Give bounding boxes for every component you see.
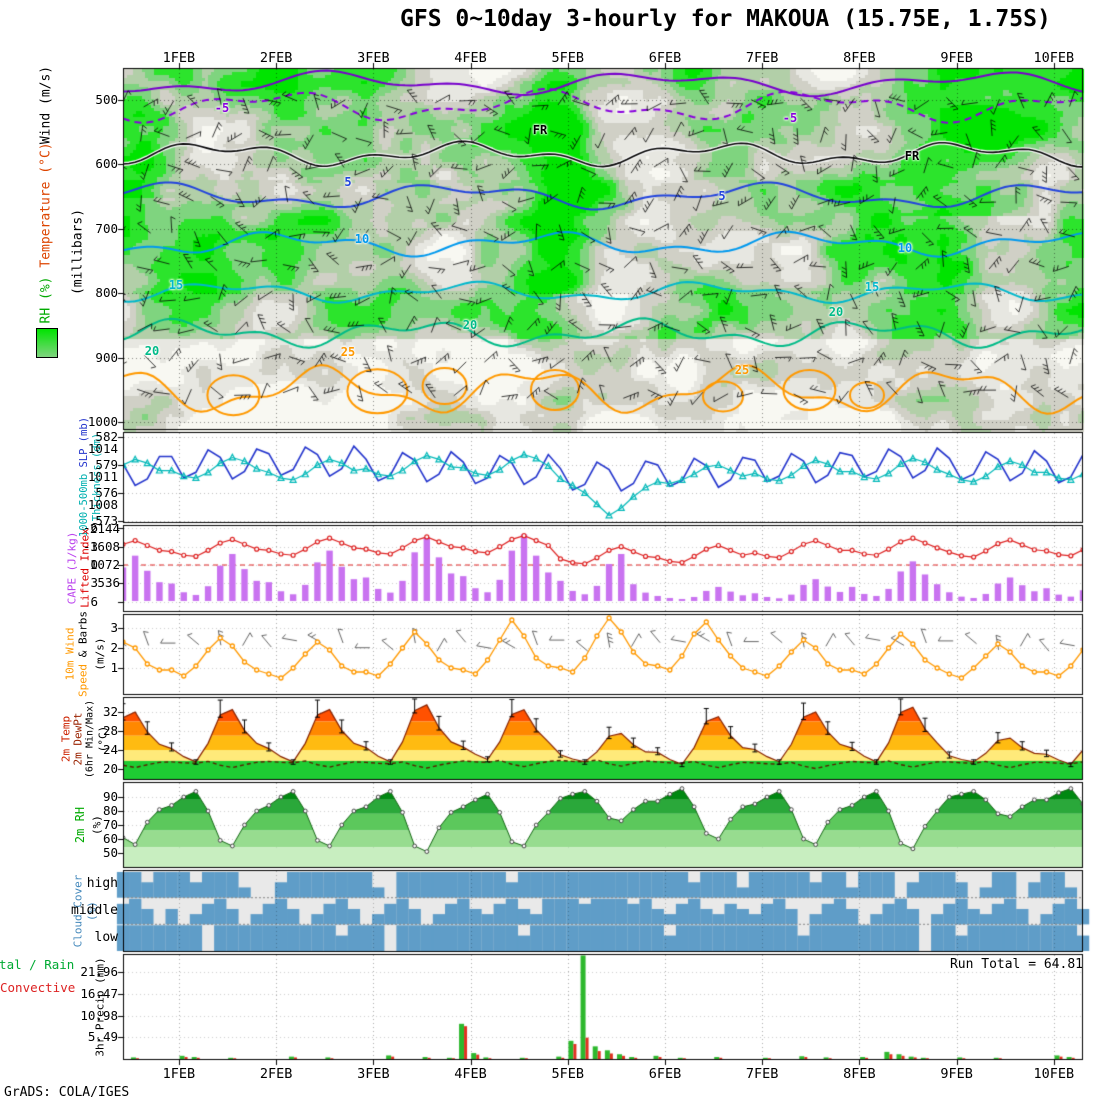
date-label-bottom: 1FEB <box>162 1066 196 1082</box>
contour-label: -5 <box>214 101 230 115</box>
pressure-tick-label: 900 <box>95 349 118 365</box>
precip-convective-label: Convective <box>0 980 76 995</box>
rh-tick-label: 60 <box>102 831 118 846</box>
date-label-top: 5FEB <box>551 50 584 66</box>
cape-tick-label: 1608 <box>89 539 120 554</box>
rh-axis-label: RH (%) <box>38 276 54 324</box>
rh-tick-label: 90 <box>102 789 118 804</box>
contour-label: FR <box>904 149 920 163</box>
lifted-index-tick-label: 0 <box>90 557 98 572</box>
contour-label: 25 <box>340 345 356 359</box>
date-label-top: 2FEB <box>259 50 293 66</box>
wind-speed-tick-label: 3 <box>110 620 118 635</box>
wind10m-barbs-label: & Barbs <box>76 610 90 664</box>
lifted-index-tick-label: 3 <box>90 575 98 591</box>
slp-tick-label: 1011 <box>87 468 118 484</box>
contour-label: 5 <box>344 175 352 189</box>
contour-label: 20 <box>828 305 844 319</box>
cloud-row-label-middle: middle <box>71 903 118 919</box>
rh-tick-label: 80 <box>102 803 118 818</box>
contour-label: 15 <box>168 278 184 292</box>
precip-tick-label: 10.98 <box>80 1007 118 1023</box>
wind-speed-tick-label: 1 <box>110 660 118 675</box>
rh-tick-label: 50 <box>102 845 118 860</box>
wind-axis-label: Wind (m/s) <box>38 65 54 145</box>
date-label-bottom: 4FEB <box>454 1066 487 1082</box>
page-title: GFS 0~10day 3-hourly for MAKOUA (15.75E,… <box>400 6 1051 32</box>
wind-speed-tick-label: 2 <box>110 640 118 655</box>
temperature-tick-label: 28 <box>102 723 118 738</box>
date-label-bottom: 2FEB <box>259 1066 293 1082</box>
contour-label: 20 <box>462 318 478 332</box>
grads-credit: GrADS: COLA/IGES <box>4 1085 130 1100</box>
rh-legend-colorbar <box>36 328 58 358</box>
lifted-index-tick-label: 6 <box>90 593 98 609</box>
contour-label: 25 <box>734 363 750 377</box>
thickness-tick-label: 579 <box>95 456 118 472</box>
run-total-annotation: Run Total = 64.81 <box>949 957 1083 972</box>
pressure-tick-label: 700 <box>95 220 118 236</box>
rh-tick-label: 70 <box>102 817 118 832</box>
date-label-top: 4FEB <box>454 50 487 66</box>
temperature-tick-label: 32 <box>102 704 118 719</box>
precip-total-rain-label: Total / Rain <box>0 957 75 972</box>
date-label-bottom: 9FEB <box>940 1066 973 1082</box>
slp-tick-label: 1014 <box>87 441 118 456</box>
cape-tick-label: 2144 <box>89 521 120 536</box>
contour-label: -5 <box>782 111 798 125</box>
date-label-top: 10FEB <box>1033 50 1075 66</box>
slp-tick-label: 1008 <box>87 496 118 512</box>
date-label-bottom: 7FEB <box>745 1066 779 1082</box>
pressure-tick-label: 1000 <box>87 414 118 430</box>
cloud-row-label-low: low <box>94 929 118 945</box>
date-label-bottom: 3FEB <box>357 1066 390 1082</box>
temperature-tick-label: 20 <box>102 761 118 776</box>
date-label-top: 8FEB <box>843 50 876 66</box>
lifted-index-tick-label: -6 <box>82 520 98 536</box>
date-label-top: 9FEB <box>940 50 973 66</box>
date-label-bottom: 5FEB <box>551 1066 584 1082</box>
pressure-tick-label: 600 <box>95 156 118 172</box>
lifted-index-tick-label: -3 <box>82 538 98 554</box>
date-label-top: 3FEB <box>357 50 390 66</box>
contour-label: 15 <box>864 280 880 294</box>
contour-label: 10 <box>897 241 913 255</box>
thickness-tick-label: 582 <box>95 429 118 444</box>
pressure-tick-label: 800 <box>95 285 118 301</box>
contour-label: FR <box>532 123 548 137</box>
cape-tick-label: 536 <box>97 575 120 590</box>
date-label-bottom: 8FEB <box>843 1066 876 1082</box>
thickness-tick-label: 576 <box>95 484 118 500</box>
temperature-axis-label: Temperature (°C) <box>38 142 54 268</box>
pressure-tick-label: 500 <box>95 92 118 107</box>
date-label-top: 6FEB <box>648 50 682 66</box>
dewpt2m-axis-label: 2m DewPt <box>71 712 85 766</box>
date-label-top: 7FEB <box>745 50 779 66</box>
contour-label: 10 <box>354 232 370 246</box>
contour-label: 20 <box>144 344 160 358</box>
cloud-row-label-high: high <box>86 876 118 892</box>
precip-tick-label: 5.49 <box>87 1029 118 1045</box>
date-label-top: 1FEB <box>162 50 196 66</box>
precip-tick-label: 16.47 <box>80 985 118 1001</box>
temperature-tick-label: 24 <box>102 742 118 757</box>
cape-tick-label: 1072 <box>89 557 120 572</box>
date-label-bottom: 10FEB <box>1033 1066 1075 1082</box>
precip-tick-label: 21.96 <box>80 964 118 980</box>
thickness-tick-label: 573 <box>95 512 118 528</box>
contour-label: 5 <box>718 189 726 203</box>
date-label-bottom: 6FEB <box>648 1066 682 1082</box>
